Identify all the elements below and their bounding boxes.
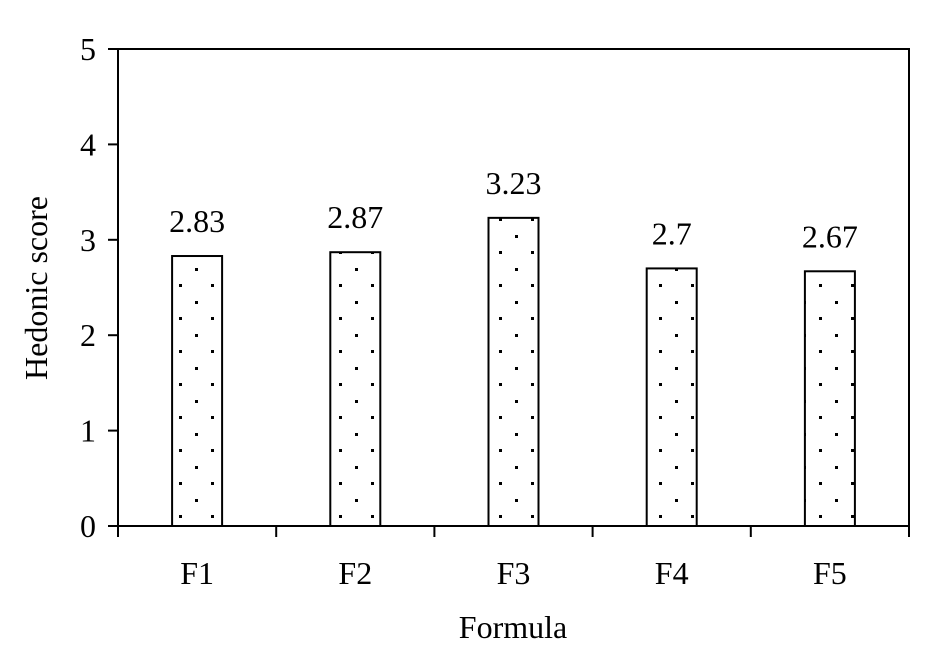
- x-tick-label: F2: [338, 555, 372, 591]
- bar-value-label: 2.83: [169, 203, 225, 239]
- bar: [487, 216, 540, 527]
- bar-value-label: 2.87: [327, 199, 383, 235]
- x-tick-label: F4: [655, 555, 689, 591]
- x-tick-label: F3: [497, 555, 531, 591]
- y-tick-label: 3: [80, 222, 96, 258]
- data-labels-group: 2.83 2.87 3.23 2.7 2.67: [169, 165, 858, 254]
- x-axis-title: Formula: [459, 609, 567, 645]
- y-axis-title: Hedonic score: [18, 196, 54, 380]
- y-tick-label: 0: [80, 508, 96, 544]
- x-axis: F1 F2 F3 F4 F5: [117, 526, 910, 591]
- bars-group: [171, 216, 856, 528]
- bar-value-label: 2.7: [652, 215, 692, 251]
- bar: [329, 251, 382, 527]
- x-tick-label: F5: [813, 555, 847, 591]
- bar: [171, 255, 224, 527]
- y-tick-label: 5: [80, 31, 96, 67]
- bar-value-label: 2.67: [802, 218, 858, 254]
- bar: [803, 270, 856, 528]
- y-axis: 0 1 2 3 4 5: [80, 31, 118, 544]
- y-tick-label: 1: [80, 413, 96, 449]
- y-tick-label: 2: [80, 317, 96, 353]
- x-tick-label: F1: [180, 555, 214, 591]
- bar: [645, 267, 698, 527]
- y-tick-label: 4: [80, 126, 96, 162]
- bar-value-label: 3.23: [486, 165, 542, 201]
